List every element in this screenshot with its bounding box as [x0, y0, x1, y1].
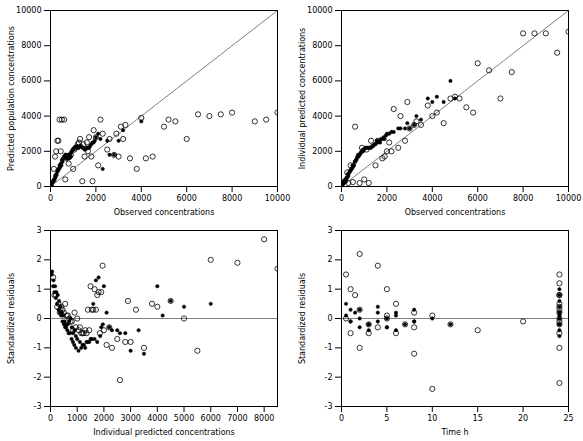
svg-text:-3: -3	[325, 402, 333, 411]
svg-text:6000: 6000	[177, 194, 197, 203]
svg-text:Individual predicted concentra: Individual predicted concentrations	[298, 28, 307, 170]
svg-text:1: 1	[36, 285, 41, 294]
svg-text:2000: 2000	[21, 147, 41, 156]
svg-text:0: 0	[48, 414, 53, 423]
svg-text:2: 2	[327, 255, 332, 264]
svg-text:4000: 4000	[422, 194, 442, 203]
svg-text:0: 0	[339, 414, 344, 423]
svg-text:3000: 3000	[120, 414, 140, 423]
svg-text:2: 2	[36, 255, 41, 264]
svg-text:5000: 5000	[174, 414, 194, 423]
svg-text:2000: 2000	[377, 194, 397, 203]
svg-text:-2: -2	[34, 373, 42, 382]
svg-text:10000: 10000	[556, 194, 581, 203]
svg-text:6000: 6000	[21, 76, 41, 85]
svg-text:15: 15	[473, 414, 483, 423]
svg-text:10: 10	[427, 414, 437, 423]
svg-text:20: 20	[518, 414, 528, 423]
svg-text:Standardized residuals: Standardized residuals	[7, 273, 16, 364]
svg-text:1: 1	[327, 285, 332, 294]
svg-text:-1: -1	[34, 343, 42, 352]
svg-text:10000: 10000	[265, 194, 290, 203]
svg-text:Observed concentrations: Observed concentrations	[114, 208, 215, 217]
svg-text:Time h: Time h	[440, 428, 468, 437]
svg-text:1000: 1000	[67, 414, 87, 423]
svg-text:8000: 8000	[513, 194, 533, 203]
svg-text:3: 3	[36, 226, 41, 235]
svg-text:0: 0	[339, 194, 344, 203]
svg-text:8000: 8000	[21, 41, 41, 50]
svg-text:Standardized residuals: Standardized residuals	[298, 273, 307, 364]
svg-text:10000: 10000	[307, 6, 332, 15]
svg-text:25: 25	[563, 414, 573, 423]
svg-text:8000: 8000	[312, 41, 332, 50]
svg-text:2000: 2000	[94, 414, 114, 423]
svg-text:6000: 6000	[201, 414, 221, 423]
svg-text:6000: 6000	[468, 194, 488, 203]
svg-text:0: 0	[327, 182, 332, 191]
svg-text:-2: -2	[325, 373, 333, 382]
svg-text:8000: 8000	[222, 194, 242, 203]
svg-text:Observed concentrations: Observed concentrations	[405, 208, 506, 217]
svg-text:0: 0	[327, 314, 332, 323]
svg-text:4000: 4000	[312, 112, 332, 121]
svg-text:4000: 4000	[21, 112, 41, 121]
svg-text:0: 0	[48, 194, 53, 203]
svg-text:10000: 10000	[16, 6, 41, 15]
svg-text:-3: -3	[34, 402, 42, 411]
svg-text:6000: 6000	[312, 76, 332, 85]
svg-text:5: 5	[384, 414, 389, 423]
svg-text:3: 3	[327, 226, 332, 235]
svg-text:7000: 7000	[227, 414, 247, 423]
svg-text:2000: 2000	[86, 194, 106, 203]
svg-text:8000: 8000	[254, 414, 274, 423]
svg-text:4000: 4000	[147, 414, 167, 423]
svg-text:-1: -1	[325, 343, 333, 352]
svg-text:Predicted population concentra: Predicted population concentrations	[7, 26, 16, 171]
svg-text:4000: 4000	[131, 194, 151, 203]
svg-text:Individual predicted concentra: Individual predicted concentrations	[93, 428, 235, 437]
svg-text:0: 0	[36, 182, 41, 191]
svg-text:0: 0	[36, 314, 41, 323]
svg-text:2000: 2000	[312, 147, 332, 156]
